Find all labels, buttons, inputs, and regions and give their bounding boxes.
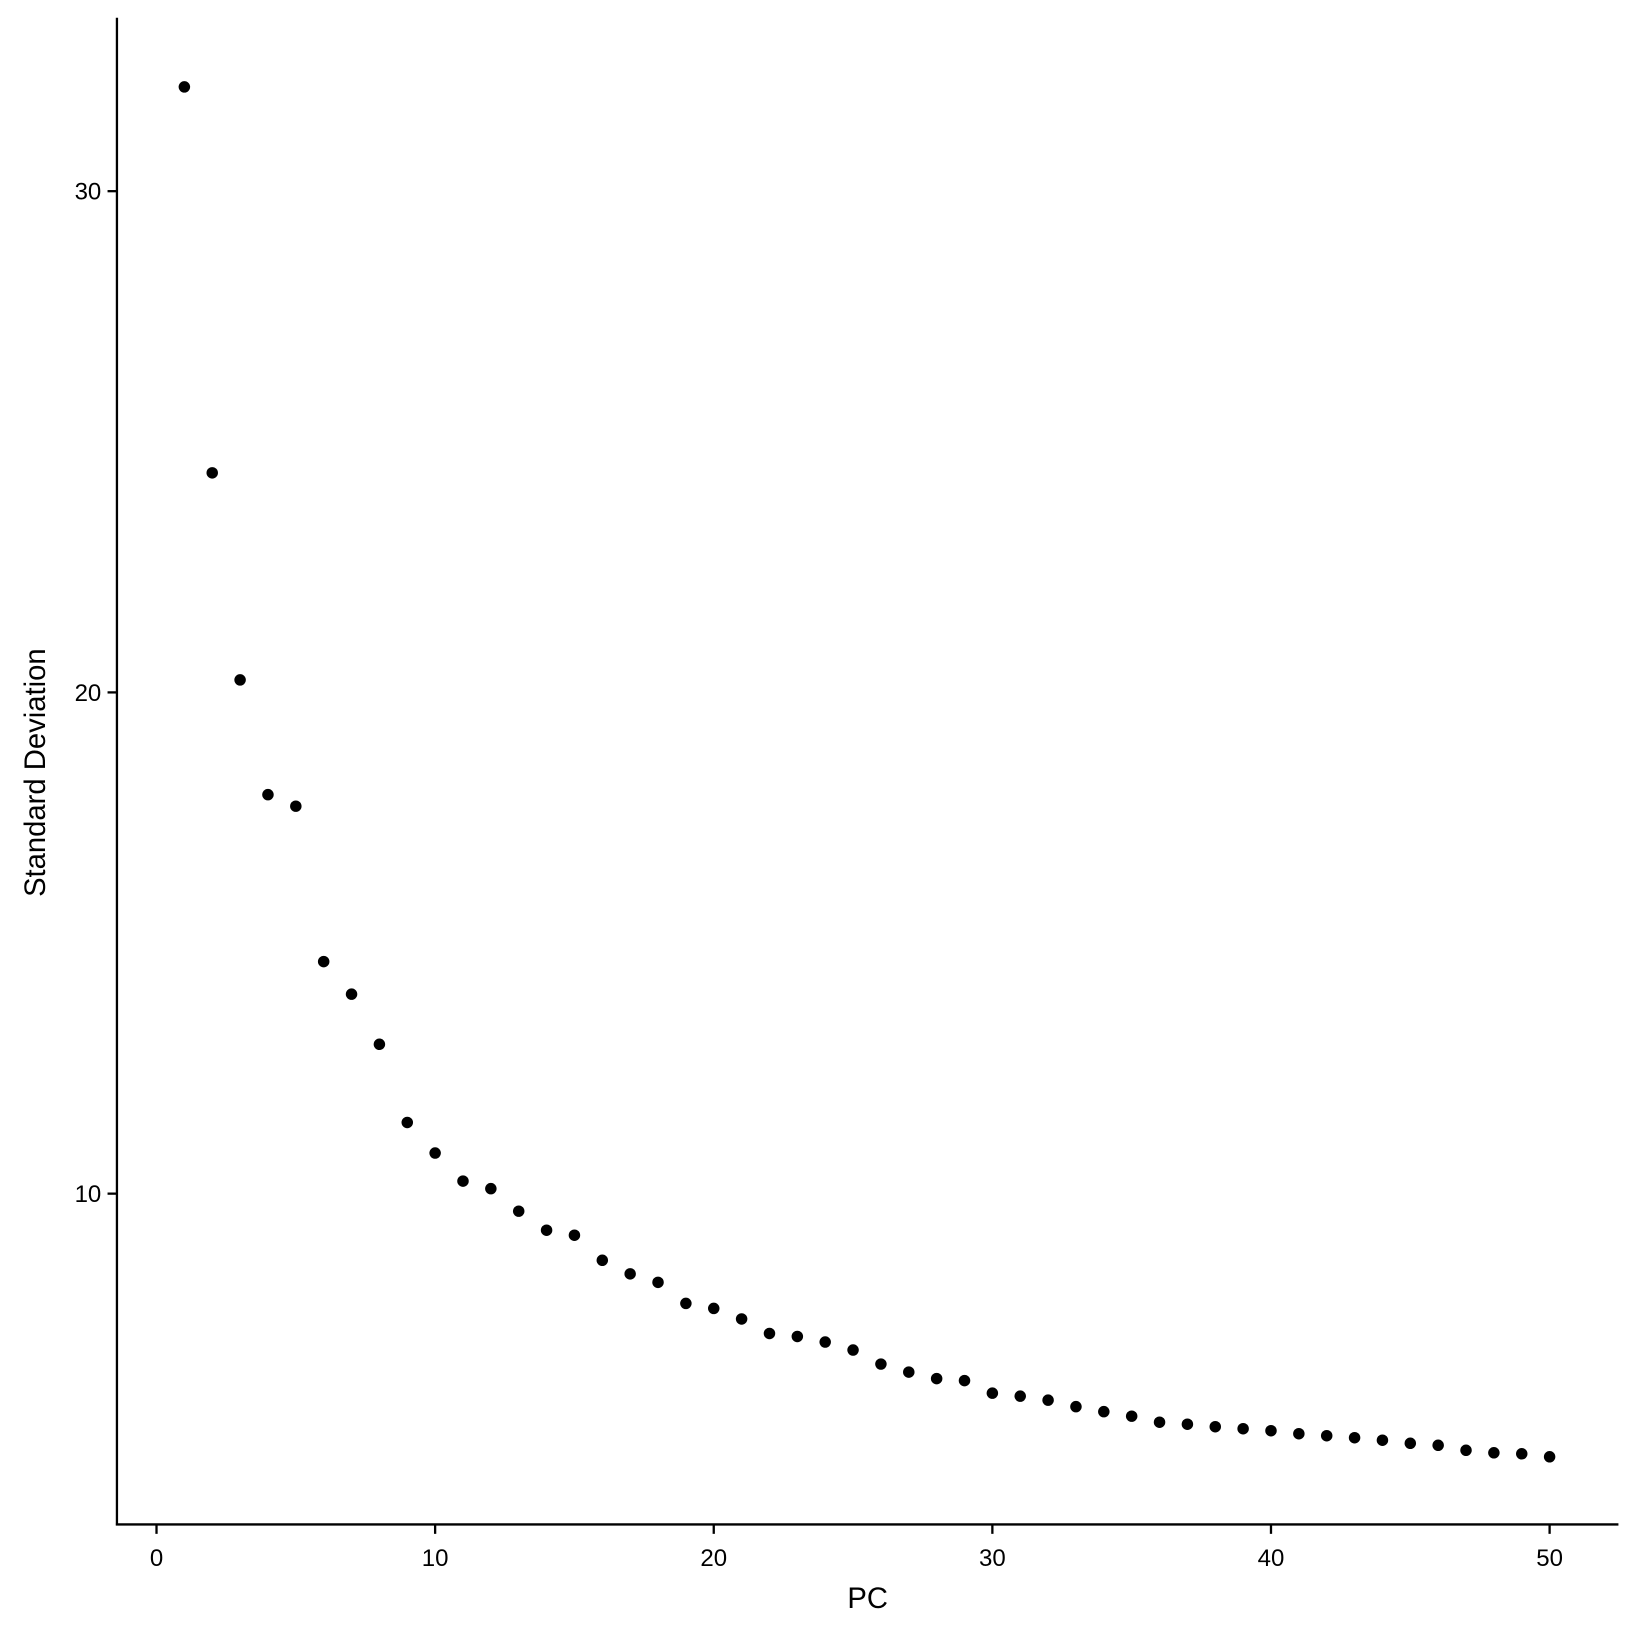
data-point: [401, 1116, 414, 1129]
data-point: [1265, 1424, 1277, 1437]
data-point: [234, 674, 246, 686]
y-tick-label: 10: [75, 1181, 102, 1208]
data-point: [763, 1327, 776, 1340]
data-point: [1488, 1447, 1500, 1459]
data-point: [290, 800, 302, 812]
data-point: [1098, 1405, 1110, 1418]
data-point: [485, 1182, 497, 1195]
data-point: [819, 1336, 831, 1348]
y-ticks: 10 20 30: [75, 179, 117, 1208]
data-point: [262, 788, 274, 801]
x-axis-title: PC: [847, 1583, 888, 1615]
x-tick-label: 0: [150, 1545, 163, 1572]
data-points: [178, 81, 1556, 1463]
y-tick-label: 20: [75, 680, 102, 707]
data-point: [930, 1372, 943, 1385]
data-point: [1293, 1427, 1305, 1440]
data-point: [958, 1374, 971, 1387]
data-point: [345, 988, 358, 1000]
data-point: [596, 1254, 609, 1267]
data-point: [1460, 1444, 1472, 1457]
data-point: [875, 1358, 887, 1370]
y-axis-title: Standard Deviation: [20, 648, 52, 897]
data-point: [1432, 1439, 1444, 1452]
data-point: [429, 1147, 441, 1159]
x-ticks: 0 10 20 30 40 50: [150, 1524, 1563, 1572]
data-point: [680, 1297, 692, 1310]
data-point: [624, 1268, 636, 1280]
data-point: [1516, 1448, 1528, 1460]
data-point: [317, 955, 330, 968]
data-point: [1014, 1390, 1026, 1402]
data-point: [1237, 1422, 1249, 1435]
data-point: [540, 1224, 553, 1236]
x-tick-label: 20: [700, 1545, 727, 1572]
x-tick-label: 40: [1258, 1545, 1285, 1572]
data-point: [1070, 1400, 1082, 1413]
x-tick-label: 50: [1536, 1545, 1563, 1572]
data-point: [1543, 1451, 1556, 1463]
data-point: [568, 1229, 581, 1241]
data-point: [791, 1330, 804, 1343]
data-point: [206, 467, 218, 479]
data-point: [1404, 1437, 1417, 1449]
data-point: [652, 1276, 664, 1289]
data-point: [903, 1366, 915, 1378]
data-point: [457, 1175, 469, 1187]
data-point: [1125, 1410, 1138, 1422]
x-tick-label: 10: [422, 1545, 449, 1572]
x-tick-label: 30: [979, 1545, 1006, 1572]
data-point: [708, 1302, 720, 1315]
data-point: [1181, 1418, 1194, 1430]
data-point: [735, 1313, 748, 1325]
data-point: [847, 1344, 859, 1356]
data-point: [1320, 1429, 1333, 1442]
data-point: [512, 1205, 525, 1217]
data-point: [1209, 1420, 1222, 1433]
data-point: [986, 1387, 999, 1399]
data-point: [1348, 1431, 1361, 1444]
data-point: [1153, 1416, 1166, 1428]
data-point: [1376, 1434, 1389, 1446]
data-point: [178, 81, 191, 93]
data-point: [1042, 1394, 1054, 1406]
data-point: [373, 1038, 386, 1051]
y-tick-label: 30: [75, 179, 102, 206]
